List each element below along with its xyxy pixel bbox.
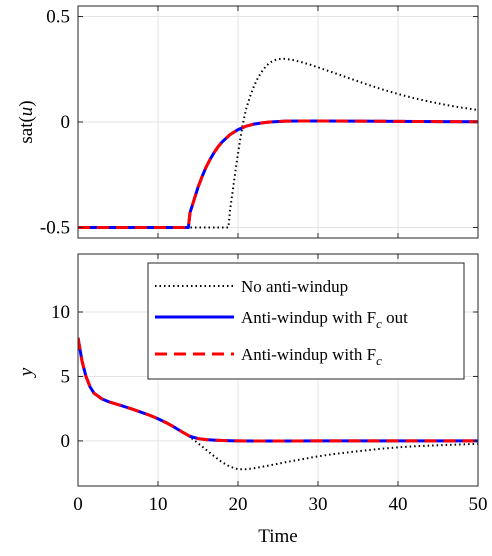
bottom-xtick-label: 50	[469, 494, 488, 515]
bottom-ticks	[77, 254, 479, 486]
top-ytick-label: 0.5	[46, 7, 70, 28]
top-ylabel: sat(u)	[16, 100, 37, 143]
top-series-anti-windup-with-f-c	[78, 119, 478, 229]
top-series-no-anti-windup	[78, 57, 478, 229]
top-ytick-labels: -0.5 0 0.5	[40, 7, 70, 239]
bottom-panel: 0 5 10 0 10 20 30 40 50 y Time No anti-windup A…	[16, 253, 488, 547]
bottom-ytick-label: 5	[61, 366, 71, 387]
bottom-xtick-label: 10	[149, 494, 168, 515]
top-ytick-label: 0	[61, 112, 71, 133]
bottom-xtick-label: 40	[389, 494, 408, 515]
bottom-ylabel: y	[16, 367, 37, 378]
bottom-ytick-label: 0	[61, 431, 71, 452]
top-ytick-label: -0.5	[40, 217, 70, 238]
bottom-series-anti-windup-with-f-c	[78, 337, 478, 443]
bottom-xtick-labels: 0 10 20 30 40 50	[73, 494, 487, 515]
top-series-group	[78, 57, 478, 229]
bottom-plot-frame	[77, 253, 479, 487]
legend-label-anti-windup-fc-out: Anti-windup with Fc out	[241, 308, 408, 331]
top-ticks	[77, 6, 479, 238]
bottom-ytick-label: 10	[51, 302, 70, 323]
legend-label-anti-windup-fc: Anti-windup with Fc	[241, 345, 382, 368]
bottom-series-group	[78, 337, 478, 471]
bottom-xtick-label: 0	[73, 494, 83, 515]
legend: No anti-windup Anti-windup with Fc out A…	[147, 262, 465, 380]
bottom-xtick-label: 20	[229, 494, 248, 515]
legend-box	[147, 262, 465, 380]
top-panel: -0.5 0 0.5 sat(u)	[16, 5, 479, 239]
top-series-anti-windup-with-f-c-out	[78, 119, 478, 229]
legend-label-no-anti-windup: No anti-windup	[241, 277, 348, 296]
bottom-ytick-labels: 0 5 10	[51, 302, 70, 452]
bottom-xlabel: Time	[258, 526, 297, 547]
bottom-xtick-label: 30	[309, 494, 328, 515]
